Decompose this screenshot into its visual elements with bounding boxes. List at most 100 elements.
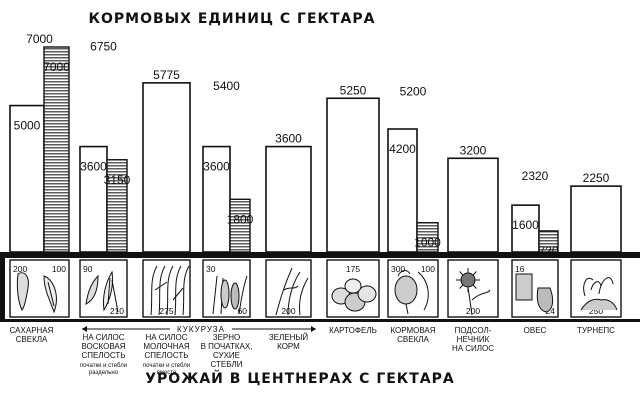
icon-stroke	[459, 271, 464, 276]
bar-tops	[538, 230, 559, 253]
tops-feed-label: 1800	[227, 212, 254, 226]
yield-label: 200	[281, 306, 295, 316]
oat-sack-icon	[515, 273, 554, 313]
crop-name-line: ОВЕС	[524, 326, 547, 335]
crop-note-line: раздельно	[89, 370, 119, 376]
icon-stroke	[154, 281, 184, 301]
icon-stroke	[47, 281, 55, 307]
icon-shape	[344, 278, 362, 294]
crop-name-line: СПЕЛОСТЬ	[82, 351, 126, 360]
tops-feed-label: 7000	[43, 60, 70, 74]
crop-name-line: КОРМ	[277, 342, 300, 351]
crop-name-line: СВЕКЛА	[16, 335, 48, 344]
crop-name-line: СПЕЛОСТЬ	[145, 351, 189, 360]
bar-tops	[416, 222, 439, 253]
total-label: 3200	[460, 143, 487, 157]
group-arrow-left	[82, 326, 87, 332]
yield-tops-label: 210	[110, 306, 124, 316]
tops-feed-label: 720	[538, 244, 558, 258]
bar-tops	[106, 159, 128, 253]
roots-feed-label: 4200	[389, 142, 416, 156]
crop-name-line: ЗЕРНО	[213, 333, 241, 342]
yield-roots-label: 16	[515, 264, 525, 274]
crop-note-line: вместе	[157, 370, 177, 376]
photo-band-bottom	[0, 319, 640, 322]
crop-name-line: ТУРНЕПС	[577, 326, 615, 335]
icon-stroke	[85, 274, 99, 305]
crop-name-line: НЕЧНИК	[457, 335, 490, 344]
yield-roots-label: 90	[83, 264, 93, 274]
icon-stroke	[283, 285, 299, 291]
crop-name-line: НА СИЛОС	[145, 333, 187, 342]
roots-feed-label: 3600	[203, 160, 230, 174]
icon-stroke	[583, 277, 614, 297]
icon-stroke	[459, 284, 464, 289]
icon-shape	[220, 279, 230, 309]
sugar-beet-icon	[16, 272, 57, 314]
bar-total	[326, 97, 380, 253]
crop-name-line: КОРМОВАЯ	[390, 326, 435, 335]
group-label: КУКУРУЗА	[177, 325, 225, 334]
total-label: 5775	[153, 68, 180, 82]
total-label: 6750	[90, 39, 117, 53]
crop-name-line: НА СИЛОС	[82, 333, 124, 342]
photo-band-left	[0, 252, 5, 319]
yield-roots-label: 200	[13, 264, 27, 274]
icon-stroke	[150, 265, 158, 316]
photo-band-top	[0, 252, 640, 258]
photo-frame	[447, 259, 499, 318]
bar-total	[142, 82, 191, 253]
total-label: 2320	[522, 169, 549, 183]
icon-stroke	[238, 275, 248, 315]
icon-stroke	[182, 265, 190, 316]
crop-name-line: ВОСКОВАЯ	[81, 342, 125, 351]
crop-name-line: СТЕБЛИ	[211, 360, 243, 369]
roots-feed-label: 1600	[512, 218, 539, 232]
sunflower-icon	[456, 268, 491, 316]
total-label: 3600	[275, 132, 302, 146]
total-label: 7000	[26, 32, 53, 46]
icon-stroke	[174, 265, 182, 316]
icon-shape	[460, 272, 476, 288]
bar-total	[265, 145, 312, 253]
corn-stalk-icon	[150, 265, 190, 316]
icon-stroke	[580, 298, 618, 311]
crop-name-line: САХАРНАЯ	[10, 326, 54, 335]
icon-stroke	[405, 271, 429, 315]
icon-stroke	[166, 265, 174, 316]
yield-tops-label: 100	[421, 264, 435, 274]
fodder-beet-icon	[394, 270, 429, 315]
yield-tops-label: 24	[546, 306, 556, 316]
group-arrow-right	[311, 326, 316, 332]
tops-feed-label: 3150	[104, 173, 131, 187]
icon-stroke	[472, 271, 477, 276]
crop-name-line: СВЕКЛА	[397, 335, 429, 344]
icon-stroke	[536, 287, 554, 313]
crop-name-line: В ПОЧАТКАХ,	[201, 342, 253, 351]
icon-shape	[230, 282, 240, 310]
crop-name-line: КАРТОФЕЛЬ	[329, 326, 377, 335]
bar-roots	[387, 128, 418, 253]
crop-note-line: початки и стебли	[143, 363, 190, 369]
icon-stroke	[397, 270, 411, 277]
crop-name-line: СУХИЕ	[213, 351, 240, 360]
yield-tops-label: 60	[238, 306, 248, 316]
corn-ears-icon	[212, 275, 248, 315]
icon-stroke	[158, 265, 166, 316]
crop-name-line: ЗЕЛЕНЫЙ	[269, 333, 309, 342]
bar-total	[447, 157, 499, 253]
potato-icon	[331, 278, 377, 312]
icon-stroke	[107, 277, 119, 313]
green-corn-icon	[275, 267, 309, 316]
roots-feed-label: 5000	[14, 119, 41, 133]
bar-roots	[202, 145, 231, 253]
yield-roots-label: 30	[206, 264, 216, 274]
icon-stroke	[275, 267, 309, 316]
bar-roots	[9, 104, 45, 253]
bar-tops	[229, 198, 251, 253]
tops-feed-label: 1000	[414, 236, 441, 250]
crop-name-line: МОЛОЧНАЯ	[143, 342, 190, 351]
x-axis-title: УРОЖАЙ В ЦЕНТНЕРАХ С ГЕКТАРА	[145, 370, 454, 387]
icon-stroke	[467, 286, 491, 316]
